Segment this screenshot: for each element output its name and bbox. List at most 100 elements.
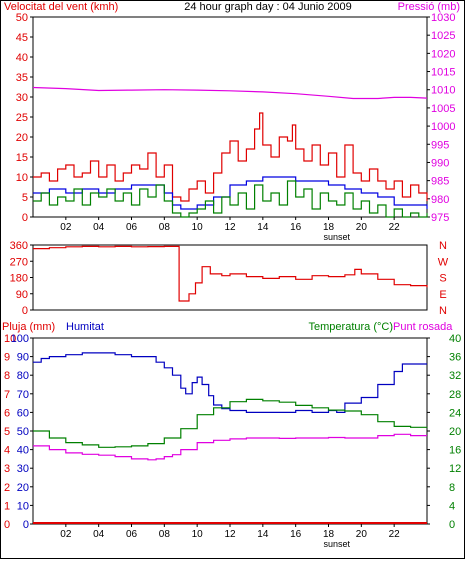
compass-label: W: [438, 256, 449, 268]
rain-tick-label: 2: [4, 482, 10, 494]
wind-tick-label: 45: [16, 32, 28, 44]
rain-tick-label: 3: [4, 463, 10, 475]
series-line-pressi-: [32, 86, 428, 100]
x-tick-label: 02: [60, 222, 72, 233]
x-tick-label: 12: [224, 222, 236, 233]
weather-plot-area: [32, 337, 428, 525]
chart-panels: 0510152025303540455097598098599099510001…: [4, 12, 461, 549]
series-line-punt-rosada: [33, 433, 427, 461]
x-tick-label: 14: [257, 529, 269, 540]
series-line-min: [33, 180, 428, 218]
x-tick-label: 10: [192, 222, 204, 233]
wind-plot-area: [32, 16, 428, 218]
compass-label: N: [439, 305, 447, 317]
dewpoint-axis-label: Punt rosada: [393, 321, 453, 333]
x-tick-label: 16: [290, 529, 302, 540]
rain-axis-label: Pluja (mm): [2, 321, 55, 333]
rain-tick-label: 7: [4, 389, 10, 401]
wind-tick-label: 35: [16, 72, 28, 84]
temperature-tick-label: 4: [449, 500, 455, 512]
temperature-tick-label: 28: [449, 389, 461, 401]
x-tick-label: 22: [389, 222, 401, 233]
temperature-tick-label: 32: [449, 370, 461, 382]
wind-tick-label: 5: [22, 192, 28, 204]
temperature-tick-label: 20: [449, 426, 461, 438]
series-line-direction: [33, 245, 428, 302]
wind-tick-label: 40: [16, 52, 28, 64]
rain-tick-label: 5: [4, 426, 10, 438]
pressure-tick-label: 1000: [431, 121, 455, 133]
rain-tick-label: 4: [4, 445, 10, 457]
direction-tick-label: 180: [10, 273, 28, 285]
temperature-tick-label: 8: [449, 482, 455, 494]
series-line-gust: [33, 112, 428, 202]
wind-tick-label: 10: [16, 172, 28, 184]
humidity-tick-label: 30: [17, 463, 29, 475]
rain-tick-label: 9: [4, 352, 10, 364]
wind-tick-label: 0: [22, 212, 28, 224]
temperature-tick-label: 16: [449, 445, 461, 457]
series-line-mean: [33, 176, 428, 210]
pressure-tick-label: 1015: [431, 67, 455, 79]
rain-tick-label: 8: [4, 370, 10, 382]
x-tick-label: 12: [224, 529, 236, 540]
x-tick-label: 14: [257, 222, 269, 233]
direction-tick-label: 0: [22, 305, 28, 317]
rain-tick-label: 0: [4, 519, 10, 531]
pressure-tick-label: 1030: [431, 12, 455, 24]
humidity-tick-label: 40: [17, 445, 29, 457]
temperature-tick-label: 36: [449, 352, 461, 364]
x-tick-label: 18: [323, 222, 335, 233]
pressure-tick-label: 985: [431, 176, 449, 188]
x-tick-label: 04: [93, 529, 105, 540]
humidity-tick-label: 90: [17, 352, 29, 364]
humidity-tick-label: 10: [17, 500, 29, 512]
pressure-tick-label: 995: [431, 139, 449, 151]
direction-tick-label: 360: [10, 240, 28, 252]
pressure-tick-label: 975: [431, 212, 449, 224]
temperature-tick-label: 0: [449, 519, 455, 531]
temperature-tick-label: 24: [449, 407, 461, 419]
temperature-tick-label: 40: [449, 333, 461, 345]
wind-tick-label: 30: [16, 92, 28, 104]
series-line-temperatura: [33, 398, 428, 448]
pressure-tick-label: 1005: [431, 103, 455, 115]
humidity-tick-label: 20: [17, 482, 29, 494]
humidity-tick-label: 80: [17, 370, 29, 382]
x-tick-label: 06: [126, 529, 138, 540]
pressure-axis-label: Pressió (mb): [398, 1, 460, 13]
humidity-tick-label: 100: [11, 333, 29, 345]
rain-tick-label: 6: [4, 407, 10, 419]
pressure-tick-label: 1025: [431, 30, 455, 42]
x-tick-label: 10: [192, 529, 204, 540]
x-tick-label: 08: [159, 222, 171, 233]
humidity-tick-label: 0: [23, 519, 29, 531]
title-text: 24 hour graph day : 04 Junio 2009: [184, 1, 352, 13]
temperature-axis-label: Temperatura (°C): [309, 321, 393, 333]
compass-label: E: [439, 289, 446, 301]
x-tick-label: 20: [356, 529, 368, 540]
x-tick-label: 16: [290, 222, 302, 233]
x-tick-label: 08: [159, 529, 171, 540]
compass-label: N: [439, 240, 447, 252]
direction-tick-label: 270: [10, 256, 28, 268]
x-tick-label: 22: [389, 529, 401, 540]
direction-plot-area: [32, 244, 428, 311]
wind-tick-label: 20: [16, 132, 28, 144]
humidity-tick-label: 50: [17, 426, 29, 438]
wind-tick-label: 15: [16, 152, 28, 164]
pressure-tick-label: 990: [431, 157, 449, 169]
compass-label: S: [439, 273, 446, 285]
direction-tick-label: 90: [16, 289, 28, 301]
wind-tick-label: 50: [16, 12, 28, 24]
sunset-marker-label: sunset: [323, 539, 350, 549]
temperature-tick-label: 12: [449, 463, 461, 475]
wind-axis-label: Velocitat del vent (kmh): [4, 1, 118, 13]
pressure-tick-label: 1010: [431, 85, 455, 97]
series-line-humitat: [33, 352, 427, 413]
rain-tick-label: 1: [4, 500, 10, 512]
pressure-tick-label: 1020: [431, 48, 455, 60]
humidity-axis-label: Humitat: [66, 321, 104, 333]
wind-tick-label: 25: [16, 112, 28, 124]
